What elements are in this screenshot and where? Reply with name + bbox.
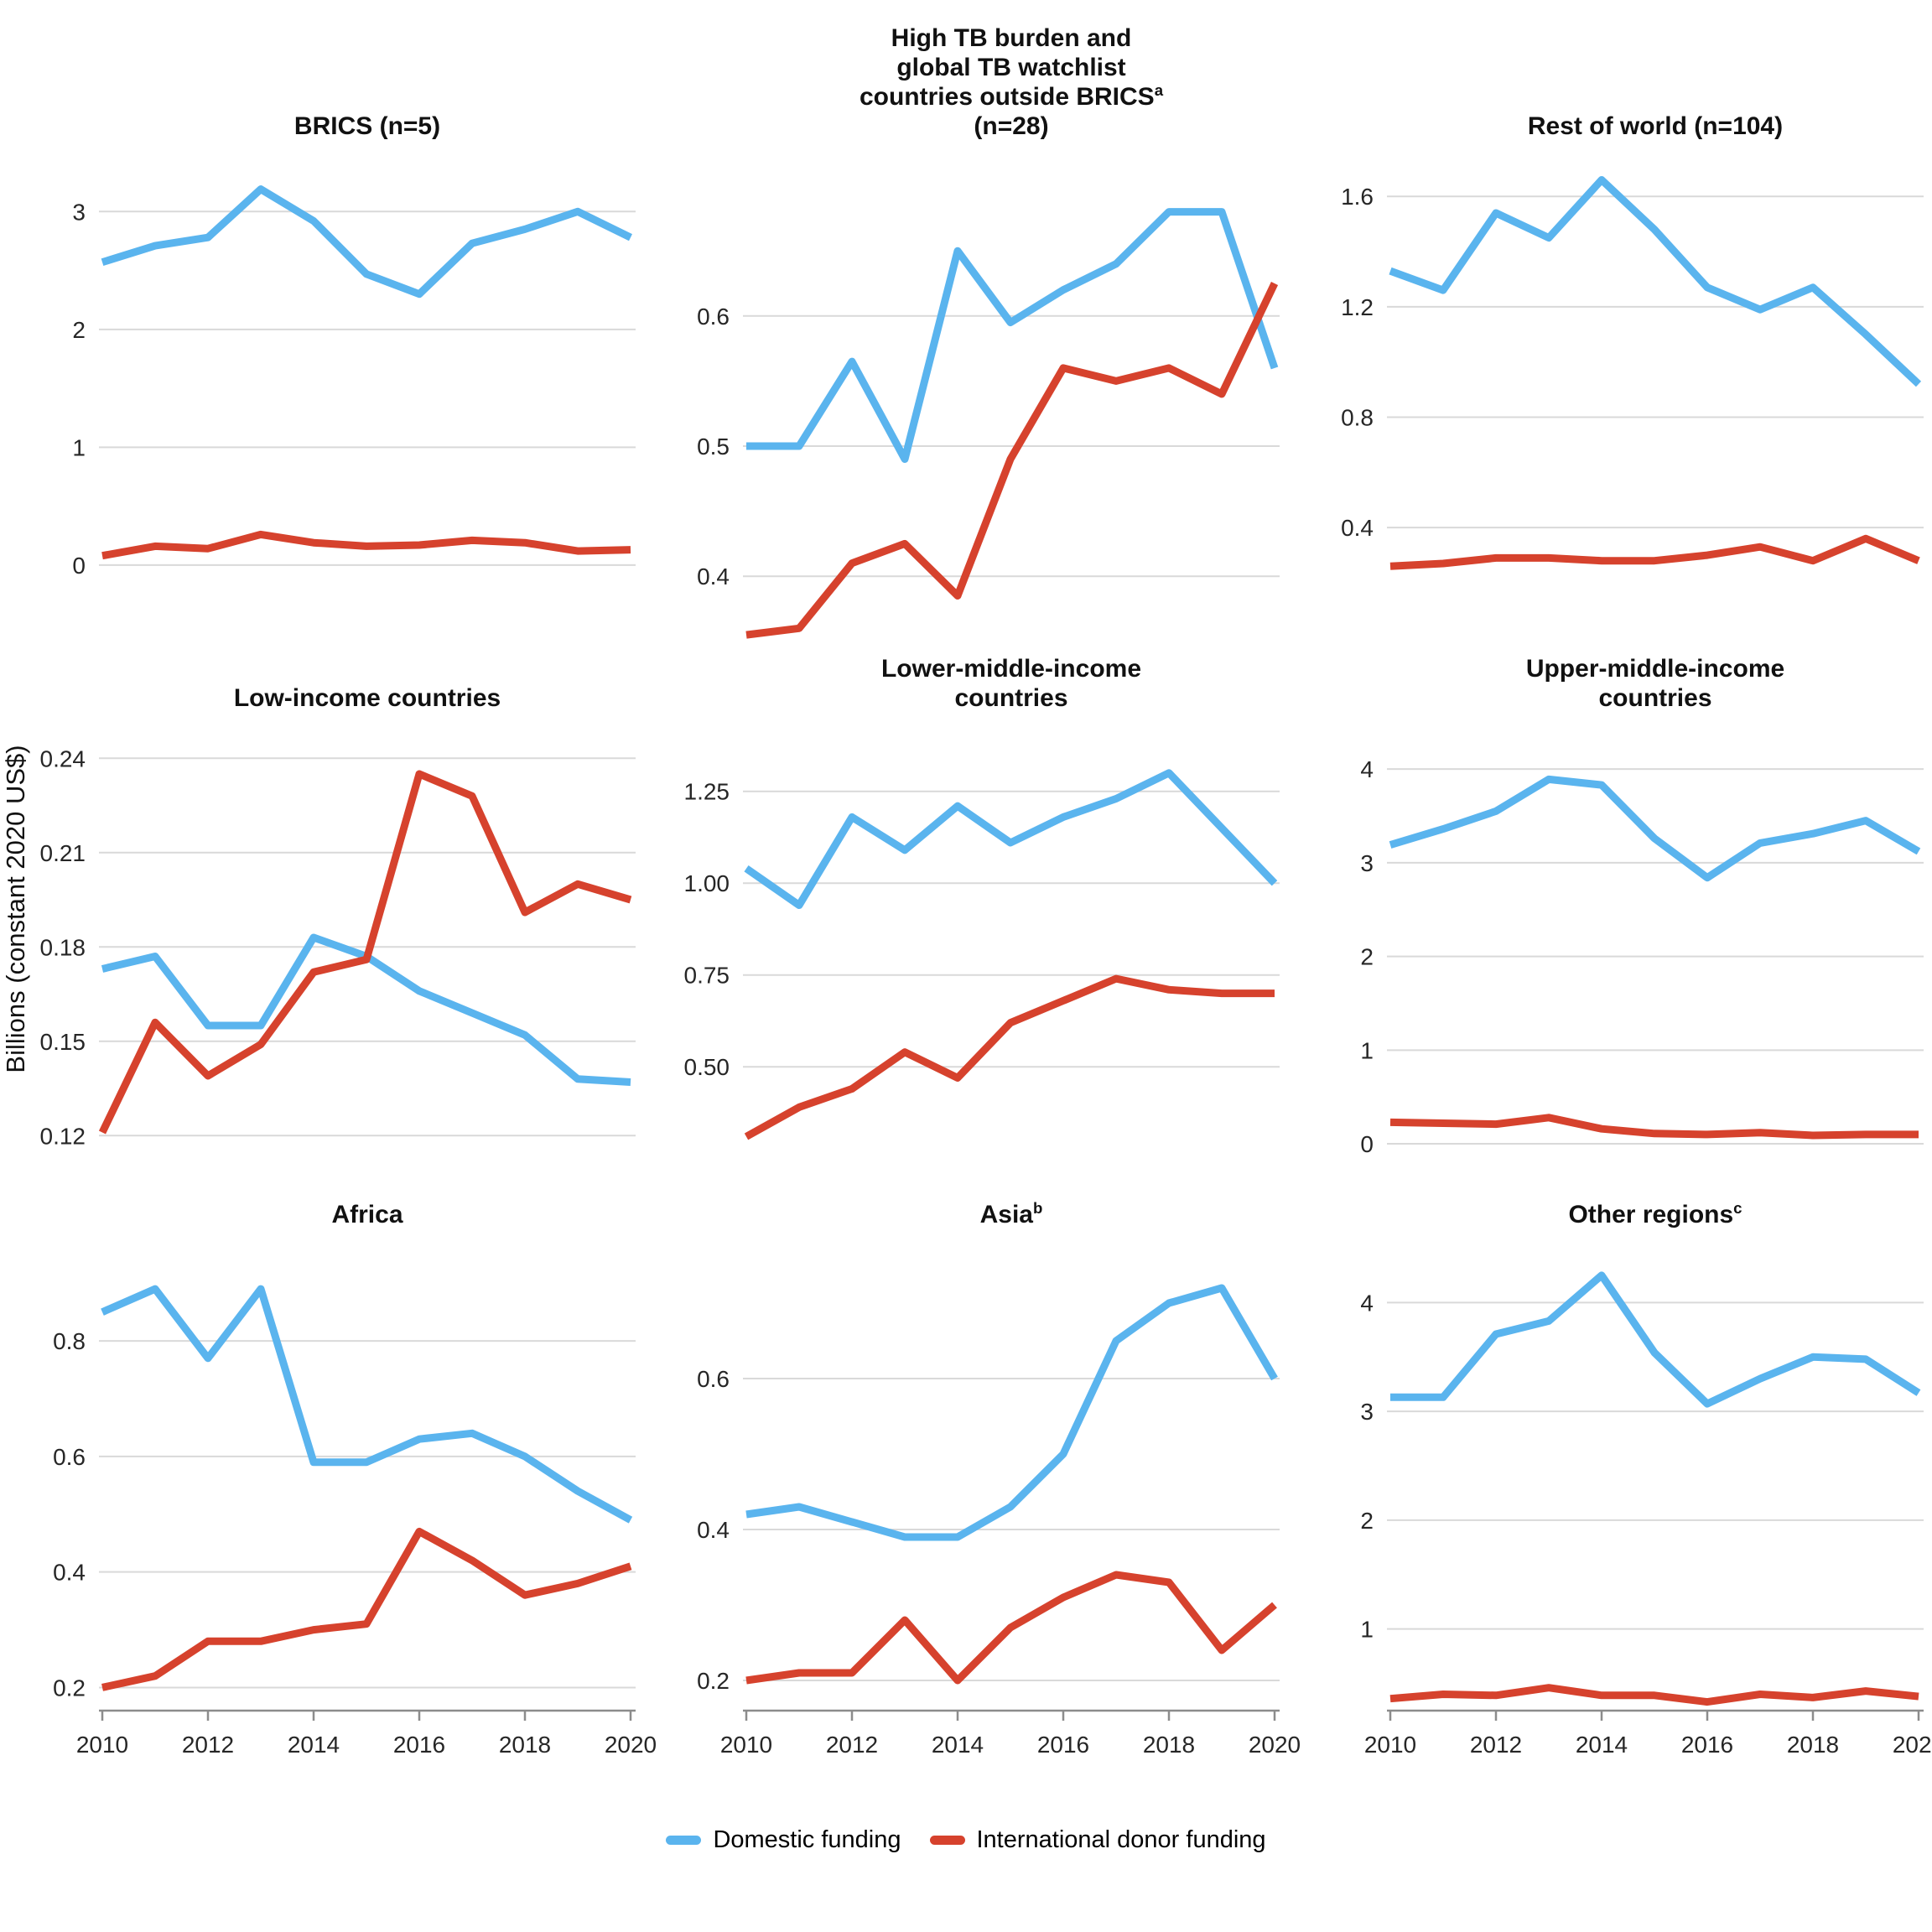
panel-chart: 0.2 0.4 0.6 2010 2012 2014 2016 2018 2020	[697, 1284, 1301, 1758]
panel-chart: 0.50 0.75 1.00 1.25	[684, 769, 1280, 1140]
svg-text:0.18: 0.18	[40, 934, 86, 960]
legend-item-donor: International donor funding	[929, 1826, 1266, 1854]
svg-text:1: 1	[1360, 1617, 1374, 1643]
svg-text:3: 3	[1360, 1399, 1374, 1425]
panel-chart: 0.12 0.15 0.18 0.21 0.24	[40, 745, 636, 1149]
svg-text:2012: 2012	[1470, 1732, 1522, 1758]
panel-chart: 0.2 0.4 0.6 0.8 2010 2012 2014 2016 2018 2020	[53, 1285, 657, 1758]
svg-text:2016: 2016	[393, 1732, 445, 1758]
svg-text:1.00: 1.00	[684, 870, 730, 896]
svg-text:2014: 2014	[932, 1732, 984, 1758]
svg-text:2018: 2018	[1143, 1732, 1195, 1758]
series-donor	[745, 282, 1279, 639]
svg-text:2010: 2010	[720, 1732, 772, 1758]
legend-label-domestic: Domestic funding	[713, 1826, 901, 1853]
svg-text:2012: 2012	[826, 1732, 878, 1758]
series-domestic	[1389, 775, 1921, 882]
svg-text:2016: 2016	[1681, 1732, 1733, 1758]
svg-text:1.6: 1.6	[1341, 184, 1374, 210]
svg-text:0.4: 0.4	[1341, 515, 1374, 541]
svg-text:0.75: 0.75	[684, 963, 730, 989]
chart-grid: BRICS (n=5) 0 1 2 3 High TB burden and global…	[0, 0, 1932, 1773]
series-domestic	[1390, 1271, 1921, 1408]
svg-text:0.8: 0.8	[1341, 405, 1374, 431]
series-domestic	[745, 1284, 1278, 1541]
series-donor	[744, 974, 1275, 1140]
svg-text:0: 0	[72, 553, 86, 579]
svg-text:2: 2	[1360, 1508, 1374, 1534]
svg-text:0: 0	[1360, 1131, 1374, 1157]
series-donor	[1389, 1114, 1919, 1140]
series-domestic	[101, 185, 632, 299]
svg-text:4: 4	[1360, 1290, 1374, 1316]
series-domestic	[744, 769, 1278, 909]
series-donor	[1389, 534, 1920, 570]
panel-chart: 0 1 2 3 4	[1360, 756, 1924, 1157]
svg-text:0.5: 0.5	[697, 434, 730, 460]
international-donor-funding-swatch	[929, 1836, 965, 1845]
chart-panel-watchlist-outside-brics: High TB burden and global TB watchlist cou…	[644, 0, 1288, 639]
svg-text:2010: 2010	[1364, 1732, 1416, 1758]
panel-chart: 0 1 2 3	[72, 185, 636, 579]
svg-text:2020: 2020	[605, 1732, 657, 1758]
svg-text:1: 1	[72, 434, 86, 460]
svg-text:2018: 2018	[1787, 1732, 1839, 1758]
svg-text:2012: 2012	[182, 1732, 234, 1758]
svg-text:2: 2	[1360, 944, 1374, 970]
panel-chart: 1 2 3 4 2010 2012 2014 2016 2018 2020	[1360, 1271, 1932, 1758]
svg-text:0.6: 0.6	[697, 304, 730, 330]
svg-text:4: 4	[1360, 756, 1374, 782]
svg-text:2016: 2016	[1037, 1732, 1089, 1758]
svg-text:2020: 2020	[1249, 1732, 1301, 1758]
svg-text:0.8: 0.8	[53, 1328, 86, 1354]
tb-funding-figure: Billions (constant 2020 US$) BRICS (n=5)…	[0, 0, 1932, 1853]
chart-panel-rest-of-world: Rest of world (n=104) 0.4 0.8 1.2 1.6	[1288, 0, 1932, 595]
legend-item-domestic: Domestic funding	[666, 1826, 901, 1854]
series-donor	[98, 770, 632, 1135]
series-domestic	[746, 208, 1279, 463]
svg-text:0.4: 0.4	[697, 1517, 730, 1543]
svg-text:0.6: 0.6	[53, 1444, 86, 1470]
svg-text:1: 1	[1360, 1037, 1374, 1063]
svg-text:0.4: 0.4	[53, 1560, 86, 1586]
svg-text:2020: 2020	[1893, 1732, 1932, 1758]
svg-text:2014: 2014	[1576, 1732, 1628, 1758]
svg-text:2018: 2018	[499, 1732, 551, 1758]
svg-text:2014: 2014	[288, 1732, 340, 1758]
series-domestic	[1389, 176, 1922, 387]
svg-text:0.12: 0.12	[40, 1123, 86, 1149]
svg-text:3: 3	[72, 199, 86, 225]
chart-panel-brics: BRICS (n=5) 0 1 2 3	[0, 0, 644, 595]
series-donor	[101, 530, 631, 560]
chart-panel-upper-middle-income: Upper-middle-income countries 0 1 2 3 4	[1288, 595, 1932, 1166]
series-donor	[1389, 1684, 1919, 1706]
svg-text:0.2: 0.2	[53, 1675, 86, 1701]
series-donor	[101, 1527, 632, 1691]
legend-label-donor: International donor funding	[976, 1826, 1266, 1853]
svg-text:0.21: 0.21	[40, 840, 86, 866]
svg-text:0.4: 0.4	[697, 564, 730, 589]
svg-text:0.2: 0.2	[697, 1668, 730, 1694]
svg-text:2: 2	[72, 317, 86, 343]
domestic-funding-swatch	[666, 1836, 702, 1845]
chart-panel-asia: Asiab 0.2 0.4 0.6 2010 2012 2014 2016 2018 2020	[644, 1166, 1301, 1773]
svg-text:0.24: 0.24	[40, 745, 86, 771]
chart-panel-africa: Africa 0.2 0.4 0.6 0.8 2010 2012 2014 2016 2018 20…	[0, 1166, 657, 1773]
svg-text:0.6: 0.6	[697, 1366, 730, 1392]
svg-text:1.2: 1.2	[1341, 294, 1374, 320]
panel-chart: 0.4 0.8 1.2 1.6	[1341, 176, 1924, 570]
series-domestic	[101, 1285, 633, 1524]
svg-text:3: 3	[1360, 850, 1374, 876]
chart-panel-low-income: Low-income countries 0.12 0.15 0.18 0.21 0.24	[0, 595, 644, 1166]
legend: Domestic funding International donor fun…	[0, 1826, 1932, 1854]
svg-text:0.15: 0.15	[40, 1029, 86, 1055]
panel-chart: 0.4 0.5 0.6	[697, 208, 1280, 639]
svg-text:0.50: 0.50	[684, 1054, 730, 1080]
series-donor	[745, 1571, 1277, 1685]
chart-panel-other-regions: Other regionsc 1 2 3 4 2010 2012 2014 2016 2018 20…	[1288, 1166, 1932, 1773]
svg-text:2010: 2010	[76, 1732, 128, 1758]
svg-text:1.25: 1.25	[684, 779, 730, 805]
chart-panel-lower-middle-income: Lower-middle-income countries 0.50 0.75 1.00…	[644, 595, 1288, 1166]
